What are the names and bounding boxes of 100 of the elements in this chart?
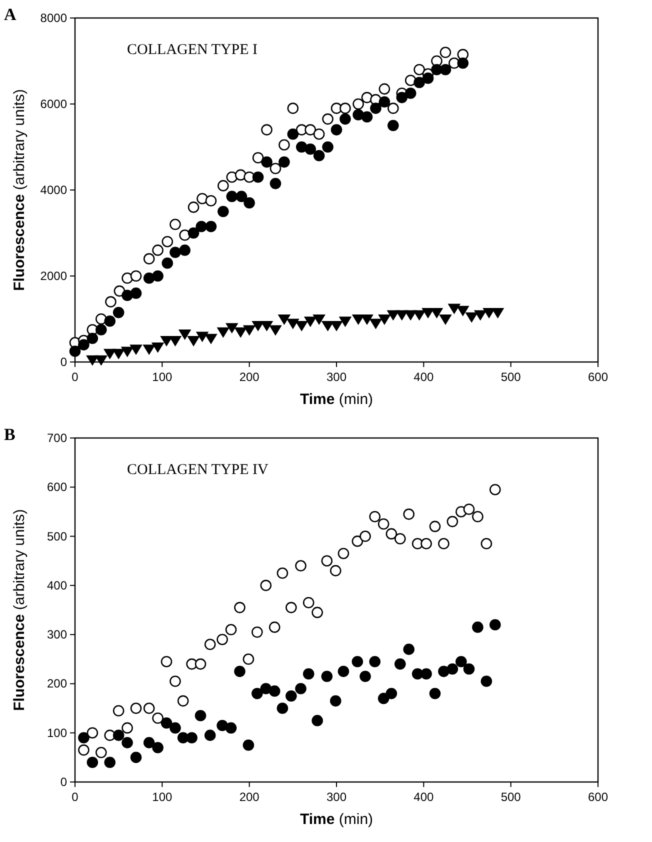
point: [122, 722, 133, 734]
point: [430, 308, 443, 318]
chart-title: B: [4, 425, 16, 444]
point: [287, 102, 299, 114]
y-tick-label: 0: [60, 775, 68, 789]
point: [474, 310, 486, 320]
point: [278, 156, 290, 168]
point: [194, 710, 206, 722]
point: [429, 520, 441, 532]
point: [270, 162, 282, 174]
point: [463, 663, 475, 675]
point: [489, 484, 501, 496]
point: [480, 676, 492, 687]
point: [260, 580, 272, 592]
point: [361, 314, 374, 324]
point: [302, 596, 314, 608]
point: [378, 692, 390, 704]
annotation: COLLAGEN TYPE I: [127, 42, 258, 58]
point: [188, 202, 200, 213]
point: [352, 314, 364, 324]
point: [304, 144, 316, 155]
point: [152, 342, 164, 352]
point: [352, 656, 364, 668]
point: [152, 270, 164, 282]
point: [270, 178, 282, 190]
point: [218, 206, 229, 218]
point: [218, 180, 229, 192]
point: [261, 124, 272, 136]
point: [472, 622, 484, 633]
point: [143, 253, 155, 264]
point: [242, 653, 254, 665]
point: [252, 626, 263, 638]
point: [78, 732, 90, 744]
point: [446, 516, 458, 528]
point: [414, 76, 425, 88]
point: [152, 712, 164, 724]
point: [286, 602, 297, 614]
point: [492, 308, 504, 318]
x-tick-label: 0: [72, 790, 79, 804]
point: [304, 316, 316, 327]
point: [370, 102, 382, 114]
point: [287, 128, 299, 140]
point: [369, 510, 381, 522]
point: [226, 323, 238, 334]
point: [322, 113, 334, 125]
point: [312, 714, 323, 726]
point: [413, 310, 426, 320]
point: [321, 670, 333, 682]
point: [338, 548, 350, 560]
point: [438, 666, 450, 678]
point: [252, 688, 263, 700]
x-tick-label: 100: [152, 790, 172, 804]
point: [420, 668, 432, 680]
point: [268, 685, 280, 697]
point: [143, 344, 156, 355]
y-tick-label: 300: [46, 628, 68, 642]
point: [86, 727, 98, 739]
y-tick-label: 2000: [40, 269, 68, 283]
point: [78, 744, 90, 756]
point: [403, 508, 414, 520]
point: [170, 246, 181, 258]
point: [278, 314, 290, 324]
point: [143, 737, 155, 748]
point: [170, 722, 181, 734]
x-tick-label: 0: [72, 370, 79, 384]
point: [276, 702, 288, 714]
point: [242, 739, 254, 751]
point: [322, 320, 334, 331]
point: [268, 622, 280, 633]
point: [177, 695, 189, 707]
point: [378, 83, 390, 95]
point: [369, 656, 381, 668]
point: [188, 336, 200, 346]
y-tick-label: 500: [46, 529, 68, 544]
point: [204, 638, 216, 650]
point: [152, 244, 164, 256]
point: [143, 702, 155, 714]
point: [448, 304, 460, 314]
point: [313, 314, 326, 324]
point: [352, 109, 364, 120]
point: [420, 538, 432, 550]
point: [339, 316, 352, 327]
point: [304, 124, 316, 136]
point: [179, 244, 190, 256]
point: [440, 64, 452, 76]
point: [260, 682, 272, 694]
point: [403, 644, 414, 655]
x-tick-label: 300: [326, 790, 347, 804]
point: [396, 310, 408, 320]
point: [205, 195, 217, 206]
point: [122, 290, 133, 301]
point: [179, 230, 190, 241]
y-tick-label: 0: [60, 355, 68, 369]
point: [404, 310, 417, 320]
point: [160, 717, 172, 729]
point: [217, 327, 230, 338]
x-tick-label: 600: [588, 370, 608, 384]
point: [296, 141, 308, 153]
point: [394, 533, 406, 544]
point: [112, 705, 124, 716]
